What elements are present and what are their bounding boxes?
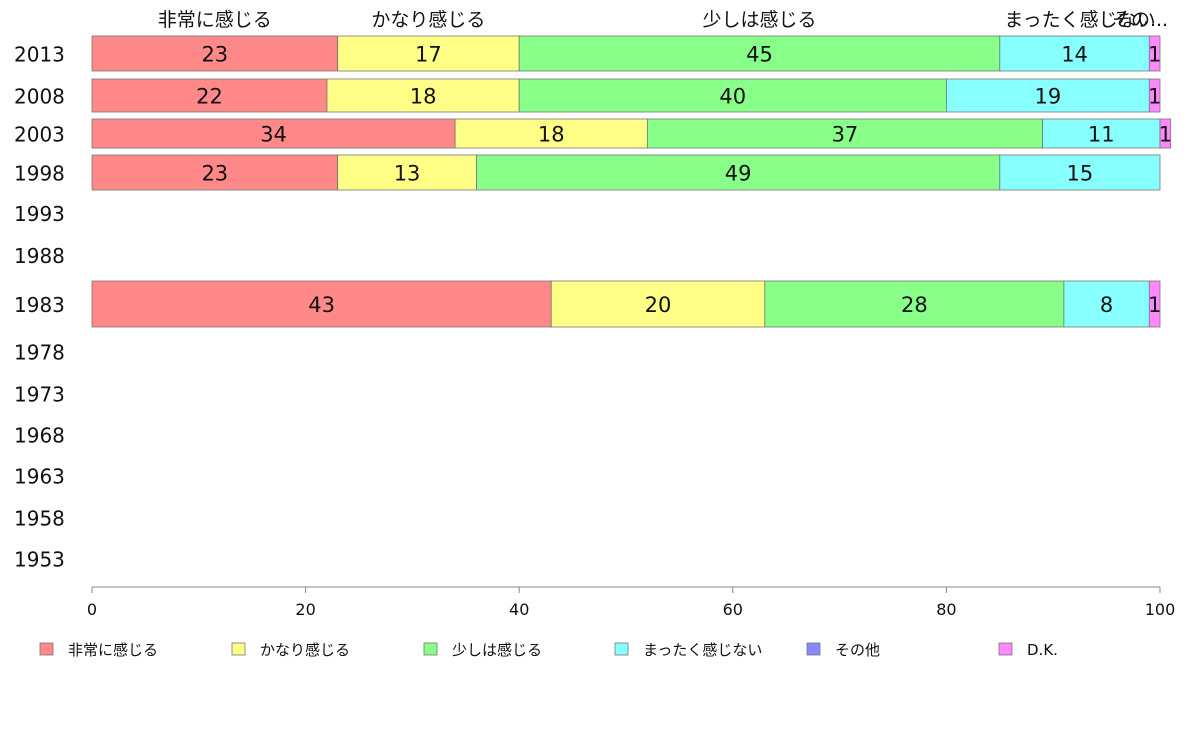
bar-segment <box>1159 118 1172 149</box>
bar-segment <box>337 35 520 72</box>
bar-segment <box>91 280 552 328</box>
x-tick-label: 80 <box>936 600 956 619</box>
top-category-label: その... <box>1112 9 1168 31</box>
bar-segment <box>91 154 339 191</box>
bar-segment <box>518 78 947 113</box>
year-label: 1983 <box>14 293 65 317</box>
bar-value-label: 8 <box>1100 293 1113 317</box>
bar-segment <box>550 280 766 328</box>
bar-value-label: 22 <box>196 85 223 109</box>
year-label: 1973 <box>14 383 65 407</box>
year-label: 1988 <box>14 244 65 268</box>
legend-swatch <box>614 642 629 656</box>
year-label: 2008 <box>14 85 65 109</box>
bar-segment <box>91 118 456 149</box>
bar-value-label: 45 <box>746 43 773 67</box>
bar-segment <box>91 78 328 113</box>
year-label: 1963 <box>14 465 65 489</box>
x-tick-label: 0 <box>87 600 97 619</box>
bar-segment <box>326 78 520 113</box>
x-tick-label: 40 <box>509 600 529 619</box>
bar-segment <box>1148 78 1161 113</box>
bar-value-label: 1 <box>1148 85 1161 109</box>
year-label: 2013 <box>14 43 65 67</box>
bar-value-label: 11 <box>1088 123 1115 147</box>
legend-label: かなり感じる <box>260 641 350 659</box>
legend-label: 少しは感じる <box>452 641 542 659</box>
legend-label: 非常に感じる <box>68 641 158 659</box>
bar-value-label: 13 <box>394 162 421 186</box>
bar-value-label: 40 <box>719 85 746 109</box>
bar-value-label: 18 <box>538 123 565 147</box>
bar-value-label: 34 <box>260 123 287 147</box>
bar-segment <box>337 154 477 191</box>
bar-value-label: 1 <box>1148 293 1161 317</box>
year-labels: 2013 2008 2003 1998 1993 1988 1983 1978 1973 1968… <box>14 43 65 572</box>
bar-value-label: 1 <box>1148 43 1161 67</box>
bar-value-label: 23 <box>201 162 228 186</box>
year-label: 1968 <box>14 424 65 448</box>
year-label: 1958 <box>14 507 65 531</box>
bar-value-label: 28 <box>901 293 928 317</box>
bar-segment <box>476 154 1001 191</box>
year-label: 1953 <box>14 548 65 572</box>
legend: 非常に感じる かなり感じる 少しは感じる まったく感じない その他 D.K. <box>39 641 1058 659</box>
legend-swatch <box>998 642 1013 656</box>
bar-value-label: 37 <box>832 123 859 147</box>
legend-swatch <box>423 642 438 656</box>
legend-label: まったく感じない <box>643 641 762 659</box>
bar-segment <box>1063 280 1150 328</box>
legend-swatch <box>231 642 246 656</box>
legend-swatch <box>806 642 821 656</box>
bar-value-label: 17 <box>415 43 442 67</box>
year-label: 1978 <box>14 341 65 365</box>
bar-value-label: 23 <box>201 43 228 67</box>
bar-value-label: 20 <box>645 293 672 317</box>
year-label: 2003 <box>14 123 65 147</box>
bar-segment <box>946 78 1150 113</box>
x-tick-label: 100 <box>1145 600 1176 619</box>
bar-segment <box>646 118 1043 149</box>
top-category-label: 非常に感じる <box>158 9 272 31</box>
bar-value-label: 14 <box>1061 43 1088 67</box>
bar-segment <box>1148 35 1161 72</box>
top-category-label: 少しは感じる <box>702 9 816 31</box>
top-category-label: まったく感じない <box>1004 9 1155 31</box>
bar-value-label: 15 <box>1067 162 1094 186</box>
bar-segment <box>1148 280 1161 328</box>
x-tick-label: 20 <box>295 600 315 619</box>
year-label: 1993 <box>14 202 65 226</box>
bar-value-label: 49 <box>725 162 752 186</box>
year-label: 1998 <box>14 162 65 186</box>
bar-segment <box>764 280 1065 328</box>
bar-segment <box>999 154 1161 191</box>
bar-value-label: 43 <box>308 293 335 317</box>
top-category-label: かなり感じる <box>371 9 485 31</box>
bar-value-label: 19 <box>1034 85 1061 109</box>
x-tick-label: 60 <box>723 600 743 619</box>
bar-value-label: 1 <box>1159 123 1172 147</box>
legend-label: その他 <box>835 641 880 659</box>
legend-label: D.K. <box>1027 641 1058 659</box>
bar-value-label: 18 <box>410 85 437 109</box>
x-axis: 0 20 40 60 80 100 <box>87 586 1176 619</box>
legend-swatch <box>39 642 54 656</box>
top-category-labels: 非常に感じる かなり感じる 少しは感じる まったく感じないその... <box>158 9 1168 31</box>
